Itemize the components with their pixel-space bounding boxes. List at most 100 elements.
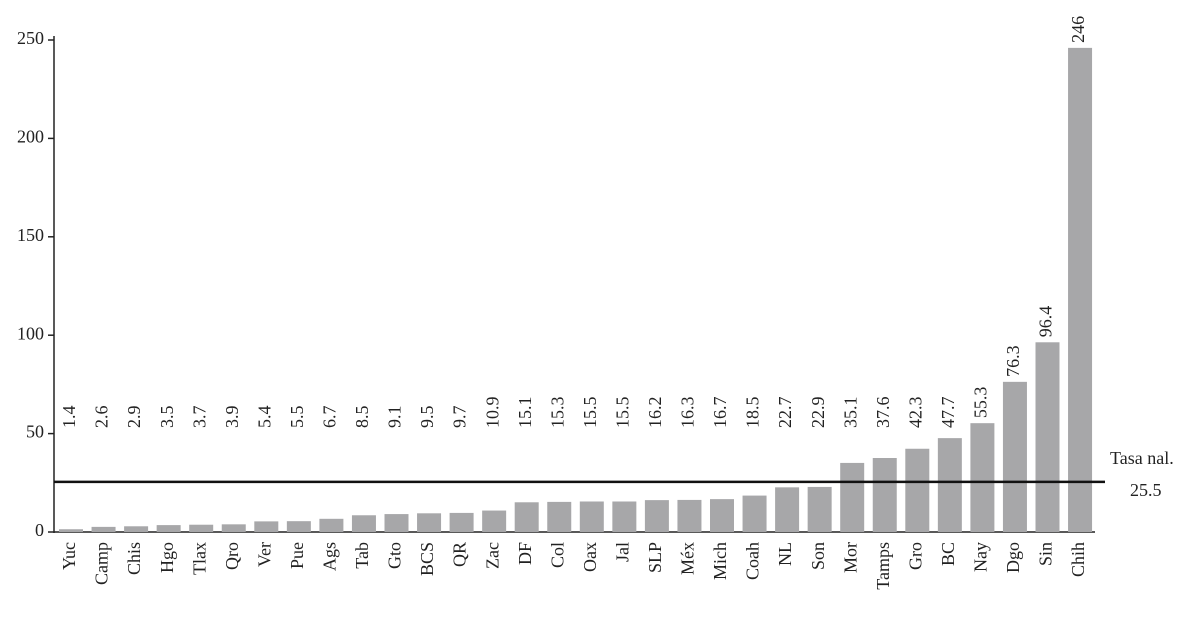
- value-label: 6.7: [320, 406, 340, 429]
- x-tick-label: Dgo: [1003, 542, 1023, 573]
- value-label: 22.7: [775, 397, 795, 429]
- value-label: 16.3: [678, 397, 698, 429]
- reference-value: 25.5: [1130, 480, 1162, 500]
- value-label: 96.4: [1036, 306, 1056, 338]
- value-label: 246: [1068, 16, 1088, 43]
- y-tick-label: 50: [26, 422, 44, 442]
- bar: [710, 499, 734, 532]
- bar: [677, 499, 702, 532]
- value-label: 3.9: [222, 406, 242, 429]
- bar: [807, 486, 832, 532]
- bar: [156, 525, 181, 532]
- bar: [937, 438, 962, 532]
- value-label: 5.5: [287, 406, 307, 429]
- x-tick-label: Yuc: [59, 542, 79, 570]
- x-tick-label: Chis: [124, 542, 144, 575]
- x-tick-label: Zac: [482, 542, 502, 569]
- bar: [221, 524, 246, 532]
- value-label: 18.5: [743, 397, 763, 429]
- bar: [351, 515, 376, 532]
- bar: [872, 458, 897, 532]
- bar: [970, 423, 995, 532]
- value-label: 15.5: [580, 397, 600, 429]
- bar: [91, 526, 116, 532]
- bar: [286, 521, 311, 532]
- value-label: 35.1: [840, 397, 860, 429]
- bar: [644, 500, 669, 532]
- x-tick-label: Mich: [710, 542, 730, 580]
- value-label: 22.9: [808, 397, 828, 429]
- value-label: 16.2: [645, 397, 665, 429]
- x-tick-label: Qro: [222, 542, 242, 570]
- value-label: 55.3: [971, 387, 991, 419]
- value-label: 1.4: [59, 406, 79, 429]
- y-tick-label: 200: [17, 127, 44, 147]
- bar: [547, 501, 572, 532]
- bar: [1068, 47, 1093, 532]
- bar: [254, 521, 279, 532]
- bar: [417, 513, 442, 532]
- x-tick-label: Coah: [743, 542, 763, 580]
- value-label: 16.7: [710, 397, 730, 429]
- value-label: 76.3: [1003, 345, 1023, 376]
- bar: [742, 495, 767, 532]
- x-tick-label: NL: [775, 542, 795, 566]
- bar: [1035, 342, 1060, 532]
- value-label: 9.5: [417, 406, 437, 429]
- x-tick-label: Gto: [385, 542, 405, 569]
- value-label: 15.1: [515, 397, 535, 429]
- bar: [124, 526, 149, 532]
- bar: [579, 501, 604, 532]
- y-tick-label: 0: [35, 520, 44, 540]
- bar: [1002, 381, 1027, 532]
- x-tick-label: Sin: [1036, 542, 1056, 566]
- bar: [319, 518, 344, 532]
- x-tick-label: Hgo: [157, 542, 177, 573]
- x-tick-label: Tlax: [189, 542, 209, 575]
- bar: [59, 529, 83, 532]
- value-label: 47.7: [938, 397, 958, 429]
- x-tick-label: QR: [450, 542, 470, 567]
- x-tick-label: Tamps: [873, 542, 893, 590]
- x-tick-label: Méx: [678, 542, 698, 575]
- value-label: 37.6: [873, 397, 893, 429]
- x-tick-label: Gro: [905, 542, 925, 570]
- bar: [612, 501, 637, 532]
- y-tick-label: 250: [17, 28, 44, 48]
- y-tick-label: 100: [17, 323, 44, 343]
- bar: [840, 462, 865, 532]
- value-label: 2.9: [124, 406, 144, 429]
- x-tick-label: Col: [547, 542, 567, 568]
- x-tick-label: Chih: [1068, 542, 1088, 577]
- y-tick-label: 150: [17, 225, 44, 245]
- reference-label: Tasa nal.: [1110, 448, 1174, 468]
- bar: [384, 514, 409, 532]
- x-tick-label: BCS: [417, 542, 437, 576]
- x-tick-label: Mor: [840, 542, 860, 573]
- x-tick-label: Ags: [320, 542, 340, 571]
- x-tick-label: Ver: [254, 542, 274, 567]
- bar: [482, 510, 507, 532]
- value-label: 10.9: [482, 396, 502, 428]
- value-label: 5.4: [254, 406, 274, 429]
- x-tick-label: Pue: [287, 542, 307, 569]
- x-tick-label: Jal: [612, 542, 632, 562]
- bar: [449, 512, 474, 532]
- value-label: 9.1: [385, 406, 405, 429]
- value-label: 15.3: [547, 397, 567, 429]
- bar: [514, 502, 539, 532]
- x-tick-label: Oax: [580, 542, 600, 572]
- bar: [775, 487, 800, 532]
- value-label: 3.7: [189, 406, 209, 429]
- bar: [905, 448, 930, 532]
- x-tick-label: BC: [938, 542, 958, 566]
- bar: [189, 524, 214, 532]
- value-label: 42.3: [905, 397, 925, 429]
- value-label: 15.5: [612, 397, 632, 429]
- x-tick-label: Tab: [352, 542, 372, 569]
- x-tick-label: Camp: [92, 542, 112, 585]
- x-tick-label: Nay: [971, 542, 991, 572]
- x-tick-label: DF: [515, 542, 535, 565]
- value-label: 2.6: [92, 406, 112, 429]
